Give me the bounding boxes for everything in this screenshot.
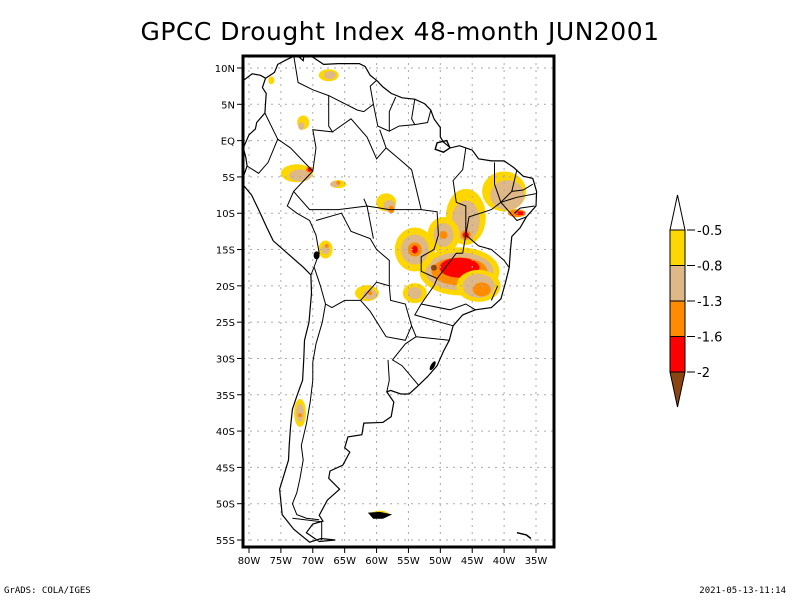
country-border bbox=[313, 266, 390, 309]
country-border bbox=[292, 517, 323, 540]
country-border bbox=[291, 303, 326, 521]
colorbar-segment bbox=[669, 300, 686, 337]
y-tick-label: 30S bbox=[216, 354, 235, 365]
drought-blob bbox=[490, 180, 525, 211]
drought-blob bbox=[368, 291, 373, 296]
state-border bbox=[293, 191, 368, 211]
drought-blob bbox=[323, 71, 336, 80]
colorbar-label: -1.3 bbox=[697, 295, 722, 310]
drought-blob bbox=[296, 403, 305, 422]
y-tick-label: 10N bbox=[215, 64, 235, 75]
falkland-islands bbox=[367, 511, 393, 519]
x-tick-label: 45W bbox=[461, 556, 484, 567]
state-border bbox=[465, 234, 510, 268]
y-tick-label: 35S bbox=[216, 391, 235, 402]
y-tick-label: 50S bbox=[216, 500, 235, 511]
country-border bbox=[360, 300, 413, 341]
state-border bbox=[490, 285, 499, 301]
state-border bbox=[513, 205, 535, 214]
drought-shading-layer bbox=[268, 69, 527, 519]
x-tick-label: 80W bbox=[238, 556, 261, 567]
drought-blob bbox=[298, 122, 305, 131]
drought-blob bbox=[298, 413, 303, 418]
y-tick-label: 10S bbox=[216, 209, 235, 220]
plot-frame bbox=[241, 54, 556, 549]
drought-blob bbox=[407, 287, 422, 300]
marajo-island bbox=[434, 139, 451, 153]
state-border bbox=[414, 303, 454, 327]
country-border bbox=[411, 99, 416, 125]
state-border bbox=[416, 336, 450, 341]
country-border bbox=[388, 96, 397, 132]
x-tick-label: 35W bbox=[525, 556, 548, 567]
drought-blob bbox=[439, 231, 448, 240]
x-tick-label: 70W bbox=[301, 556, 324, 567]
state-border bbox=[363, 198, 439, 280]
drought-blob bbox=[411, 245, 418, 254]
country-border bbox=[315, 212, 419, 386]
colorbar-bottom-triangle bbox=[669, 371, 686, 408]
country-border bbox=[264, 112, 320, 276]
footer-timestamp: 2021-05-13-11:14 bbox=[699, 586, 786, 596]
state-border bbox=[500, 193, 537, 203]
state-border bbox=[465, 162, 502, 236]
colorbar-segment bbox=[669, 336, 686, 373]
x-tick-label: 65W bbox=[333, 556, 356, 567]
country-border bbox=[372, 104, 432, 132]
drought-blob bbox=[268, 76, 275, 85]
country-border bbox=[328, 79, 377, 113]
coastline-central-america bbox=[243, 73, 266, 82]
state-border bbox=[500, 201, 527, 222]
drought-blob bbox=[430, 264, 437, 271]
y-tick-label: 55S bbox=[216, 536, 235, 547]
y-tick-label: 45S bbox=[216, 463, 235, 474]
state-border bbox=[511, 183, 534, 192]
chart-title: GPCC Drought Index 48-month JUN2001 bbox=[140, 17, 660, 46]
y-tick-label: 5N bbox=[221, 100, 235, 111]
x-tick-label: 50W bbox=[429, 556, 452, 567]
state-border bbox=[379, 129, 422, 210]
colorbar-top-triangle bbox=[669, 194, 686, 231]
grid-lines bbox=[243, 56, 554, 547]
country-border bbox=[293, 56, 334, 172]
state-border bbox=[332, 118, 387, 160]
colorbar-label: -2 bbox=[697, 366, 710, 381]
y-tick-label: 25S bbox=[216, 318, 235, 329]
x-tick-label: 75W bbox=[270, 556, 293, 567]
x-axis: 80W 75W 70W 65W 60W 55W 50W 45W 40W 35W bbox=[238, 547, 548, 567]
drought-blob bbox=[515, 211, 526, 216]
country-border bbox=[246, 139, 279, 174]
y-tick-label: EQ bbox=[221, 137, 235, 148]
colorbar-label: -0.5 bbox=[697, 224, 722, 239]
x-tick-label: 60W bbox=[365, 556, 388, 567]
y-tick-label: 20S bbox=[216, 282, 235, 293]
y-axis: 10N 5N EQ 5S 10S 15S 20S 25S 30S 35S 40S 45S 50S 55S bbox=[215, 64, 243, 547]
drought-blob bbox=[324, 243, 329, 248]
y-tick-label: 15S bbox=[216, 246, 235, 257]
lagoa-dos-patos bbox=[429, 361, 436, 371]
south-georgia bbox=[516, 531, 532, 540]
colorbar-legend: -0.5 -0.8 -1.3 -1.6 -2 bbox=[669, 194, 722, 408]
state-border bbox=[420, 252, 476, 311]
x-tick-label: 40W bbox=[493, 556, 516, 567]
drought-blob bbox=[336, 180, 341, 185]
colorbar-label: -1.6 bbox=[697, 331, 722, 346]
drought-blob bbox=[472, 282, 491, 297]
x-tick-label: 55W bbox=[397, 556, 420, 567]
colorbar-segment bbox=[669, 229, 686, 266]
colorbar-label: -0.8 bbox=[697, 260, 722, 275]
state-border bbox=[366, 205, 374, 239]
country-border bbox=[386, 359, 390, 393]
colorbar-segment bbox=[669, 265, 686, 302]
footer-credit: GrADS: COLA/IGES bbox=[4, 586, 91, 596]
plot-frame-rect bbox=[241, 54, 556, 549]
y-tick-label: 40S bbox=[216, 427, 235, 438]
coastline-layer bbox=[243, 56, 538, 543]
y-tick-label: 5S bbox=[222, 173, 235, 184]
